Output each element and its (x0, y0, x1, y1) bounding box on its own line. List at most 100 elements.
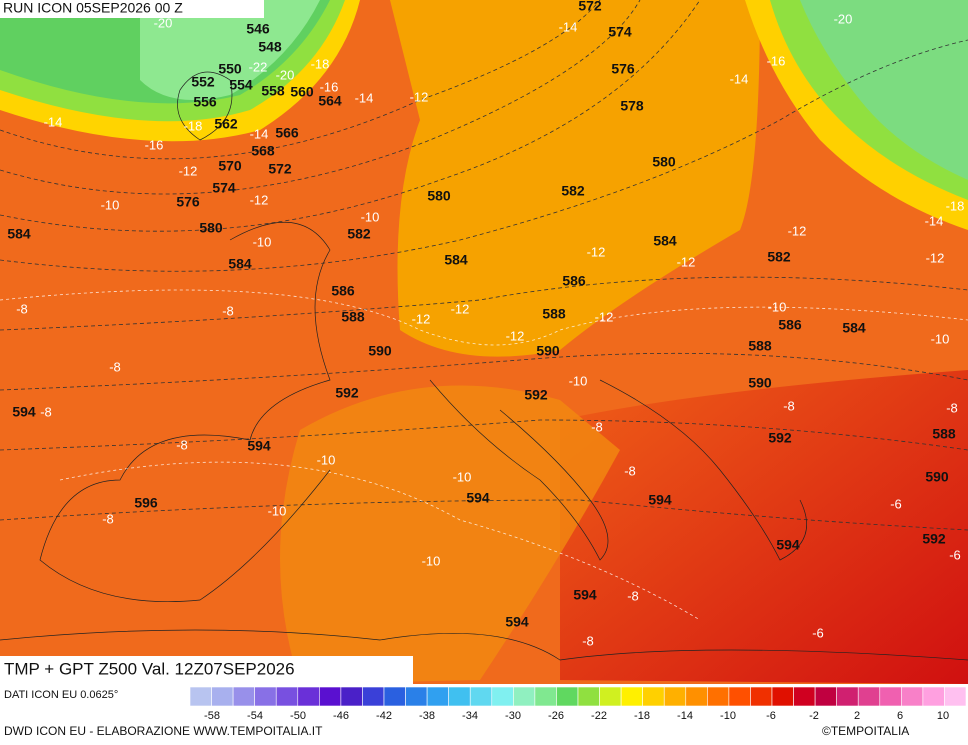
colorbar-tick-label: -50 (290, 710, 306, 722)
colorbar-swatch (771, 686, 794, 707)
geopotential-label: 572 (268, 161, 292, 177)
geopotential-label: 594 (12, 404, 36, 420)
temperature-label: -20 (154, 15, 173, 30)
temperature-label: -14 (355, 90, 374, 105)
colorbar-swatch (707, 686, 730, 707)
geopotential-label: 594 (505, 614, 529, 630)
colorbar-swatch (426, 686, 449, 707)
geopotential-label: 582 (561, 183, 585, 199)
temperature-label: -12 (788, 223, 807, 238)
isotherm-lines (0, 289, 968, 621)
colorbar-swatch (469, 686, 493, 707)
temperature-label: -18 (184, 118, 203, 133)
temperature-label: -8 (109, 359, 121, 374)
temperature-label: -10 (768, 299, 787, 314)
temperature-label: -12 (410, 89, 429, 104)
colorbar-swatch (275, 686, 299, 707)
temperature-label: -12 (451, 301, 470, 316)
geopotential-label: 590 (925, 469, 949, 485)
geopotential-label: 566 (275, 125, 299, 141)
geopotential-label: 570 (218, 158, 242, 174)
temperature-label: -22 (249, 59, 268, 74)
temperature-label: -6 (812, 625, 824, 640)
geopotential-label: 596 (134, 495, 158, 511)
credit: DWD ICON EU - ELABORAZIONE WWW.TEMPOITAL… (4, 724, 323, 738)
temperature-label: -8 (102, 511, 114, 526)
geopotential-label: 592 (922, 531, 946, 547)
geopotential-label: 558 (261, 83, 285, 99)
temperature-label: -10 (569, 373, 588, 388)
geopotential-label: 582 (767, 249, 791, 265)
map-title: TMP + GPT Z500 Val. 12Z07SEP2026 (4, 659, 295, 678)
temperature-label: -10 (453, 469, 472, 484)
geopotential-label: 584 (444, 252, 468, 268)
header-box (0, 0, 264, 18)
colorbar-swatch (642, 686, 665, 707)
temperature-label: -12 (677, 254, 696, 269)
geopotential-label: 560 (290, 84, 314, 100)
colorbar-tick-label: -10 (720, 710, 736, 722)
colorbar-swatch (814, 686, 837, 707)
mid-area (390, 0, 760, 357)
colorbar-tick-label: -38 (419, 710, 435, 722)
geopotential-label: 588 (748, 338, 772, 354)
temperature-label: -14 (925, 213, 944, 228)
geopotential-label: 578 (620, 98, 644, 114)
colorbar-swatch (211, 686, 234, 707)
orange-area (280, 385, 620, 684)
geopotential-label: 588 (542, 306, 566, 322)
geopotential-label: 588 (341, 309, 365, 325)
geopotential-label: 576 (176, 194, 200, 210)
colorbar-tick-label: 10 (937, 710, 949, 722)
colorbar-tick-label: 6 (897, 710, 903, 722)
geopotential-label: 584 (653, 233, 677, 249)
temperature-label: -6 (890, 496, 902, 511)
colorbar-tick-label: -18 (634, 710, 650, 722)
geopotential-label: 584 (228, 256, 252, 272)
green-area-east (800, 0, 968, 180)
geopotential-label: 592 (768, 430, 792, 446)
temperature-label: -10 (931, 331, 950, 346)
geopotential-label: 590 (536, 343, 560, 359)
colorbar-swatch (362, 686, 385, 707)
temperature-label: -16 (145, 137, 164, 152)
temperature-label: -12 (179, 163, 198, 178)
geopotential-label: 586 (778, 317, 802, 333)
geopotential-label: 590 (748, 375, 772, 391)
warm-area (560, 370, 968, 684)
colorbar-swatch (383, 686, 406, 707)
geopotential-label: 594 (648, 492, 672, 508)
brand: ©TEMPOITALIA (822, 724, 909, 738)
temperature-label: -8 (783, 398, 795, 413)
colorbar-swatch (922, 686, 945, 707)
temperature-label: -8 (16, 301, 28, 316)
green-light-area (140, 0, 320, 100)
temperature-label: -14 (730, 71, 749, 86)
source-label: DATI ICON EU 0.0625° (4, 689, 118, 701)
colorbar-tick-label: 2 (854, 710, 860, 722)
colorbar-tick-label: -54 (247, 710, 263, 722)
temperature-label: -12 (250, 192, 269, 207)
temperature-label: -14 (250, 126, 269, 141)
geopotential-label: 584 (842, 320, 866, 336)
colorbar: -58 -54 -50 -46 -42 -38 -34 -30 -26 -22 -18 -14 -10-… (189, 686, 967, 722)
temperature-label: -8 (222, 303, 234, 318)
temperature-label: -12 (506, 328, 525, 343)
temperature-label: -18 (311, 56, 330, 71)
coastlines (0, 71, 968, 661)
colorbar-swatch (599, 686, 622, 707)
colorbar-tick-label: -22 (591, 710, 607, 722)
geopotential-label: 594 (573, 587, 597, 603)
colorbar-swatch (728, 686, 751, 707)
geopotential-label: 550 (218, 61, 242, 77)
colorbar-tick-label: -46 (333, 710, 349, 722)
colorbar-tick-label: -34 (462, 710, 478, 722)
temperature-label: -8 (627, 588, 639, 603)
isohypse-lines (0, 0, 968, 531)
colorbar-swatch (857, 686, 881, 707)
title-box (0, 656, 413, 685)
colorbar-swatch (663, 686, 687, 707)
geopotential-label: 572 (578, 0, 602, 14)
temperature-label: -10 (101, 197, 120, 212)
colorbar-swatch (534, 686, 557, 707)
